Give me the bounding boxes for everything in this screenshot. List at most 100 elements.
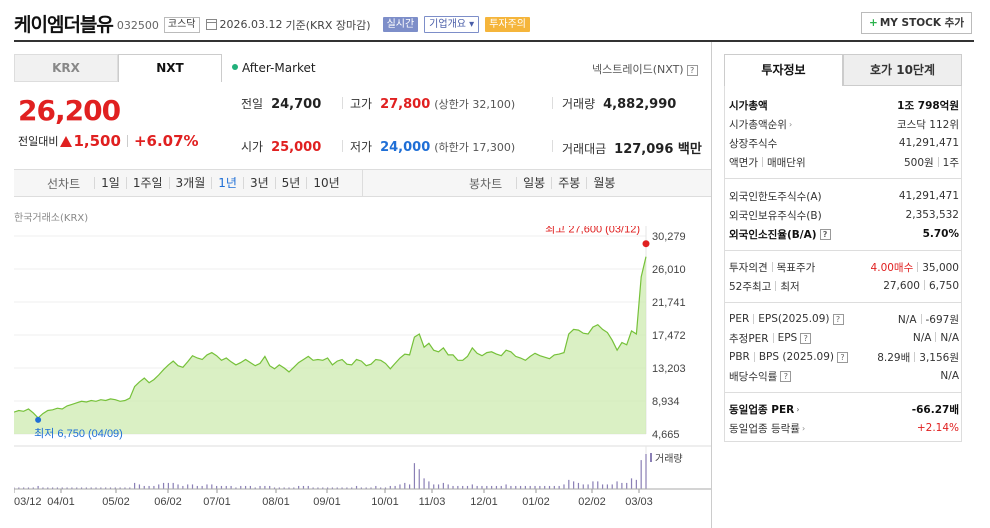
volume-bar bbox=[206, 484, 208, 489]
period-10y[interactable]: 10년 bbox=[306, 177, 345, 189]
right-panel-divider bbox=[711, 42, 712, 528]
row-opinion: 투자의견 목표주가 4.00매수 35,000 bbox=[729, 258, 959, 276]
volume-bar bbox=[433, 484, 435, 489]
price-chart[interactable]: 30,279 26,010 21,741 17,472 13,203 8,934 4,665… bbox=[14, 226, 711, 526]
row-sector-per[interactable]: 동일업종 PER › -66.27배 bbox=[729, 400, 959, 418]
change-amount: 1,500 bbox=[73, 132, 121, 150]
period-3y[interactable]: 3년 bbox=[242, 177, 275, 189]
volume-bar bbox=[153, 485, 155, 489]
help-icon[interactable]: ? bbox=[819, 228, 831, 240]
volume-bar bbox=[587, 484, 589, 489]
y-tick-label: 17,472 bbox=[652, 330, 686, 342]
volume-bar bbox=[447, 484, 449, 489]
period-3m[interactable]: 3개월 bbox=[168, 177, 212, 189]
candle-weekly[interactable]: 주봉 bbox=[551, 177, 586, 189]
row-listed-shares: 상장주식수 41,291,471 bbox=[729, 134, 959, 152]
volume-bar bbox=[544, 485, 546, 489]
volume-bar bbox=[524, 485, 526, 489]
my-stock-add-button[interactable]: + MY STOCK 추가 bbox=[861, 12, 972, 34]
current-price: 26,200 bbox=[18, 94, 121, 127]
help-icon[interactable]: ? bbox=[686, 65, 698, 76]
volume-bar bbox=[582, 484, 584, 489]
volume-bar bbox=[529, 485, 531, 489]
volume-bar bbox=[370, 487, 372, 489]
row-pbr: PBR BPS (2025.09)? 8.29배 3,156원 bbox=[729, 348, 959, 366]
divider bbox=[914, 351, 916, 362]
volume-bar bbox=[457, 485, 459, 489]
row-value: 500원 bbox=[903, 156, 934, 169]
quote-label: 거래량 bbox=[562, 97, 596, 111]
volume-bar bbox=[47, 487, 49, 489]
volume-bar bbox=[640, 460, 642, 489]
candle-daily[interactable]: 일봉 bbox=[516, 177, 551, 189]
x-tick-label: 10/01 bbox=[371, 496, 399, 508]
tab-invest-info[interactable]: 투자정보 bbox=[724, 54, 843, 86]
tab-nxt[interactable]: NXT bbox=[118, 54, 222, 82]
quote-date: 2026.03.12 bbox=[219, 18, 283, 31]
row-value: 2,353,532 bbox=[905, 209, 959, 221]
volume-bar bbox=[27, 487, 30, 489]
volume-bar bbox=[606, 484, 609, 489]
volume-bar bbox=[191, 484, 194, 489]
period-1y[interactable]: 1년 bbox=[211, 177, 243, 189]
volume-bar bbox=[225, 485, 227, 489]
nxt-exchange-text: 넥스트레이드(NXT) bbox=[592, 63, 684, 76]
x-tick-label: 06/02 bbox=[154, 496, 182, 508]
line-chart-options: 선차트 1일 1주일 3개월 1년 3년 5년 10년 bbox=[47, 170, 346, 196]
quote-low: 저가 24,000 (하한가 17,300) bbox=[350, 138, 515, 155]
volume-bar bbox=[558, 485, 560, 489]
volume-bar bbox=[597, 481, 599, 489]
x-tick-label: 09/01 bbox=[313, 496, 341, 508]
period-1d[interactable]: 1일 bbox=[94, 177, 126, 189]
row-value: 41,291,471 bbox=[898, 190, 959, 202]
volume-bar bbox=[601, 484, 604, 489]
divider bbox=[923, 280, 925, 290]
row-value-wrap: N/A -697원 bbox=[898, 312, 959, 327]
row-label: 동일업종 PER bbox=[729, 403, 795, 416]
volume-bar bbox=[119, 487, 121, 489]
volume-bar bbox=[100, 487, 102, 489]
volume-bar bbox=[462, 485, 464, 489]
divider bbox=[552, 140, 553, 152]
y-axis-ticks: 30,279 26,010 21,741 17,472 13,203 8,934 4,665 bbox=[652, 231, 686, 441]
divider bbox=[753, 352, 755, 362]
realtime-badge[interactable]: 실시간 bbox=[382, 17, 419, 32]
volume-bar bbox=[466, 485, 469, 489]
period-1w[interactable]: 1주일 bbox=[125, 177, 169, 189]
volume-bar bbox=[288, 487, 290, 489]
company-overview-button[interactable]: 기업개요 ▾ bbox=[424, 16, 480, 33]
volume-bar bbox=[553, 485, 555, 489]
quote-label: 고가 bbox=[350, 97, 373, 111]
period-5y[interactable]: 5년 bbox=[274, 177, 307, 189]
line-chart-title: 선차트 bbox=[47, 176, 81, 191]
volume-bar bbox=[273, 487, 276, 489]
volume-legend-icon bbox=[650, 453, 652, 462]
help-icon[interactable]: ? bbox=[832, 313, 844, 325]
quote-high: 고가 27,800 (상한가 32,100) bbox=[350, 95, 515, 112]
volume-bar bbox=[341, 487, 343, 489]
volume-bar bbox=[177, 484, 179, 489]
volume-bar bbox=[621, 482, 623, 489]
quote-date-suffix: 기준(KRX 장마감) bbox=[285, 18, 371, 32]
help-icon[interactable]: ? bbox=[837, 351, 848, 363]
stock-header: 케이엠더블유 032500 코스닥 2026.03.12 기준(KRX 장마감)… bbox=[14, 8, 974, 38]
volume-bar bbox=[365, 487, 367, 489]
volume-bar bbox=[138, 484, 141, 489]
volume-bar bbox=[476, 485, 478, 489]
divider bbox=[342, 140, 343, 152]
tab-orderbook-10[interactable]: 호가 10단계 bbox=[843, 54, 962, 86]
quote-open: 시가 25,000 bbox=[241, 138, 321, 155]
row-label: 매매단위 bbox=[766, 156, 806, 169]
row-market-cap-rank[interactable]: 시가총액순위 › 코스닥 112위 bbox=[729, 115, 959, 133]
divider bbox=[362, 170, 363, 196]
divider bbox=[772, 333, 774, 343]
volume-bar bbox=[312, 487, 314, 489]
volume-bar bbox=[42, 487, 44, 489]
tab-krx[interactable]: KRX bbox=[14, 54, 118, 82]
help-icon[interactable]: ? bbox=[800, 332, 812, 344]
help-icon[interactable]: ? bbox=[780, 370, 792, 382]
divider bbox=[935, 332, 937, 342]
row-label-wrap: 추정PER EPS? bbox=[729, 331, 812, 346]
candle-monthly[interactable]: 월봉 bbox=[586, 177, 621, 189]
row-sector-change[interactable]: 동일업종 등락률 › +2.14% bbox=[729, 419, 959, 437]
